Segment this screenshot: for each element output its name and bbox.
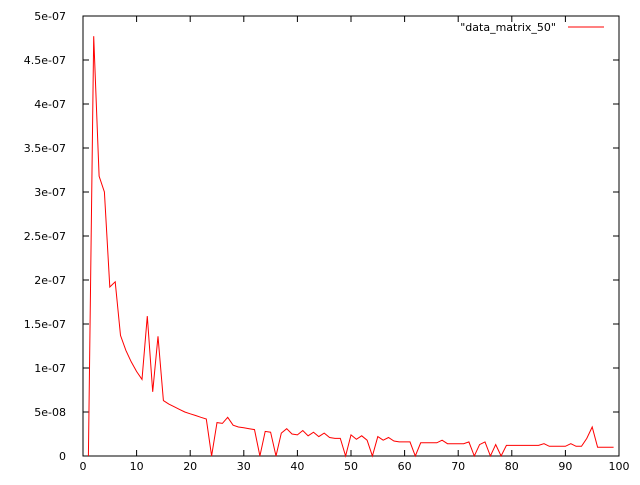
legend-label: "data_matrix_50" <box>460 21 556 34</box>
y-tick-label: 3e-07 <box>34 186 66 199</box>
x-tick-label: 30 <box>237 460 251 473</box>
series-layer <box>87 36 614 458</box>
y-tick-label: 5e-07 <box>34 10 66 23</box>
y-tick-label: 2e-07 <box>34 274 66 287</box>
y-tick-label: 2.5e-07 <box>24 230 66 243</box>
x-tick-label: 90 <box>558 460 572 473</box>
axes: 0 10 20 30 40 50 60 70 80 90 100 0 5e-08 1e-07 1.5e-07… <box>24 10 630 473</box>
x-tick-label: 80 <box>505 460 519 473</box>
x-tick-label: 70 <box>451 460 465 473</box>
y-tick-label: 3.5e-07 <box>24 142 66 155</box>
x-tick-label: 100 <box>609 460 630 473</box>
y-tick-label: 4.5e-07 <box>24 54 66 67</box>
x-tick-label: 40 <box>290 460 304 473</box>
x-tick-label: 20 <box>183 460 197 473</box>
x-tick-label: 10 <box>130 460 144 473</box>
y-tick-label: 1e-07 <box>34 362 66 375</box>
x-tick-label: 50 <box>344 460 358 473</box>
y-tick-label: 0 <box>59 450 66 463</box>
series-line <box>87 36 614 458</box>
x-tick-label: 60 <box>398 460 412 473</box>
y-tick-label: 1.5e-07 <box>24 318 66 331</box>
legend: "data_matrix_50" <box>460 21 604 34</box>
y-tick-label: 5e-08 <box>34 406 66 419</box>
y-tick-label: 4e-07 <box>34 98 66 111</box>
x-tick-label: 0 <box>80 460 87 473</box>
